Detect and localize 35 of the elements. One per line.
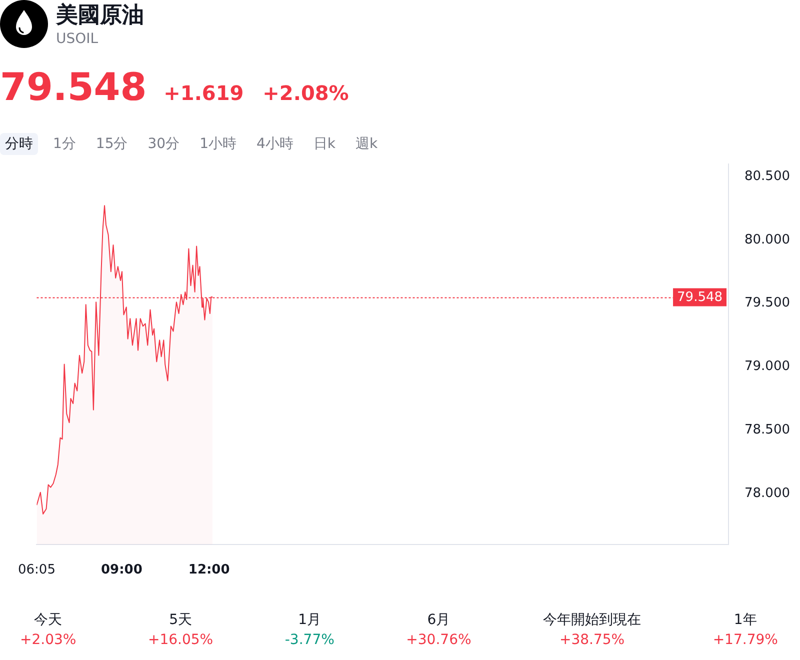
y-tick-label: 79.000 xyxy=(744,359,790,374)
text: 79.548 xyxy=(0,65,147,109)
text: +1.619 xyxy=(164,81,244,105)
ref-line-label: 79.548 xyxy=(677,290,723,306)
text: 15分 xyxy=(94,135,129,154)
text: 日k xyxy=(312,135,337,154)
text: 30分 xyxy=(146,135,181,154)
text: +38.75% xyxy=(558,631,626,650)
text: 1年 xyxy=(732,611,758,630)
x-tick-label: 09:00 xyxy=(101,562,142,578)
x-tick-label: 06:05 xyxy=(18,562,56,578)
chart-subtitle: USOIL xyxy=(56,30,98,48)
chart-title: 美國原油 xyxy=(56,2,144,30)
y-tick-label: 78.500 xyxy=(744,422,790,438)
y-tick-label: 80.000 xyxy=(744,232,790,248)
text: 6月 xyxy=(426,611,452,630)
text: 今年開始到現在 xyxy=(543,611,642,630)
y-tick-label: 79.500 xyxy=(744,296,790,311)
text: 4小時 xyxy=(256,135,294,154)
text: +2.08% xyxy=(262,81,349,105)
text: +30.76% xyxy=(406,631,472,650)
text: +17.79% xyxy=(712,631,778,650)
y-tick-label: 78.000 xyxy=(744,486,790,502)
text: 週k xyxy=(354,135,379,154)
text: 5天 xyxy=(168,611,193,630)
text: 1小時 xyxy=(198,135,238,154)
text: 今天 xyxy=(33,611,64,630)
text: +2.03% xyxy=(20,631,76,650)
text: 分時 xyxy=(0,133,38,155)
text: +16.05% xyxy=(148,631,214,650)
x-tick-label: 12:00 xyxy=(188,562,230,578)
y-tick-label: 80.500 xyxy=(744,168,790,184)
text: -3.77% xyxy=(284,631,334,650)
text: 1分 xyxy=(52,135,77,154)
text: 1月 xyxy=(297,611,322,630)
